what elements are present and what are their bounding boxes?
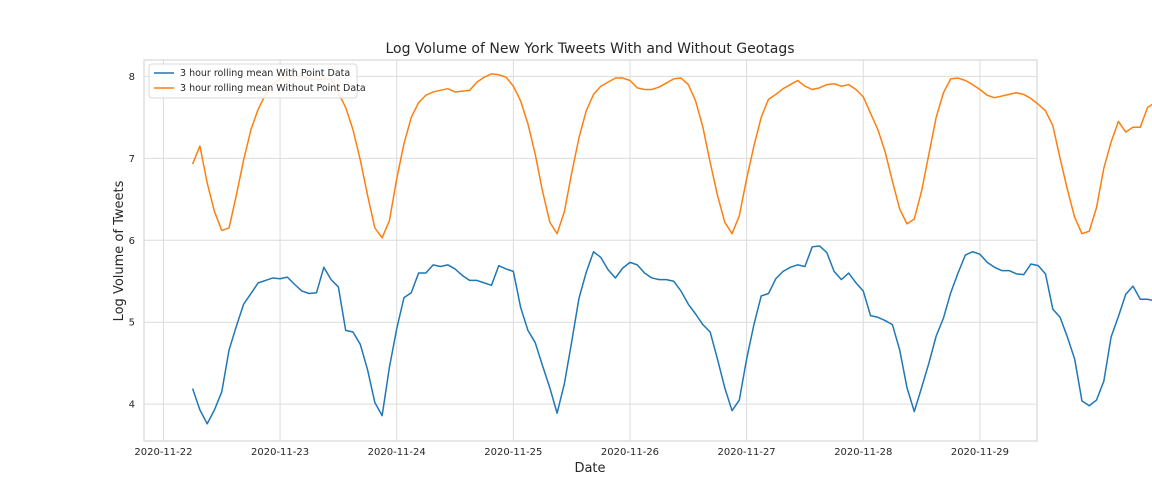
- x-tick-label: 2020-11-27: [718, 447, 776, 458]
- x-axis-label: Date: [574, 461, 605, 476]
- y-tick-label: 5: [129, 318, 135, 329]
- x-tick-label: 2020-11-29: [951, 447, 1009, 458]
- series-line-without-point-data: [191, 73, 1152, 239]
- legend-box: [148, 63, 358, 99]
- legend-label-with-point-data: 3 hour rolling mean With Point Data: [180, 68, 350, 79]
- y-axis-label: Log Volume of Tweets: [112, 180, 127, 321]
- y-tick-label: 6: [129, 236, 135, 247]
- legend: 3 hour rolling mean With Point Data 3 ho…: [148, 63, 366, 99]
- y-tick-label: 8: [129, 72, 135, 83]
- x-tick-label: 2020-11-25: [484, 447, 542, 458]
- chart-title: Log Volume of New York Tweets With and W…: [385, 41, 794, 57]
- y-tick-label: 7: [129, 154, 135, 165]
- y-tick-label: 4: [129, 400, 135, 411]
- x-tick-label: 2020-11-23: [251, 447, 309, 458]
- series-layer: [191, 73, 1152, 425]
- x-axis-ticks: 2020-11-22 2020-11-23 2020-11-24 2020-11-25…: [134, 447, 1009, 458]
- legend-label-without-point-data: 3 hour rolling mean Without Point Data: [180, 83, 366, 94]
- x-tick-label: 2020-11-26: [601, 447, 659, 458]
- x-tick-label: 2020-11-22: [134, 447, 192, 458]
- x-tick-label: 2020-11-24: [368, 447, 426, 458]
- series-line-with-point-data: [191, 245, 1152, 425]
- y-axis-ticks: 4 5 6 7 8: [129, 72, 135, 411]
- plot-area: [143, 59, 1038, 442]
- x-tick-label: 2020-11-28: [834, 447, 892, 458]
